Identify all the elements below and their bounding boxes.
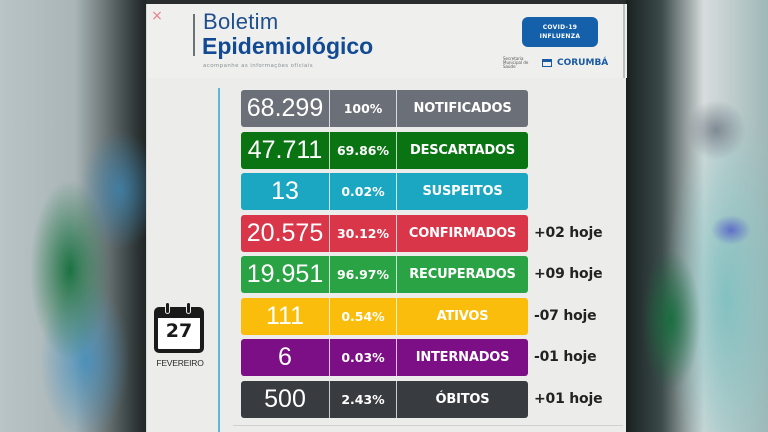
stat-label: SUSPEITOS bbox=[422, 184, 503, 199]
background-right bbox=[626, 0, 768, 432]
stat-percent: 0.54% bbox=[330, 297, 397, 335]
stat-label: RECUPERADOS bbox=[409, 267, 516, 282]
stat-value: 111 bbox=[241, 297, 330, 335]
stat-value: 500 bbox=[241, 380, 330, 418]
stat-label: DESCARTADOS bbox=[410, 142, 515, 158]
bottom-divider bbox=[233, 425, 623, 426]
stat-delta: -01 hoje bbox=[534, 349, 597, 365]
bulletin-header: × Boletim Epidemiológico acompanhe as in… bbox=[147, 4, 627, 78]
stat-label: INTERNADOS bbox=[415, 350, 510, 365]
stat-value: 47.711 bbox=[241, 131, 330, 169]
stat-row-obitos: 500 2.43% ÓBITOS +01 hoje bbox=[241, 380, 641, 418]
stat-delta: -07 hoje bbox=[534, 307, 597, 324]
date-display: 27 FEVEREIRO bbox=[153, 302, 207, 368]
stat-value: 6 bbox=[241, 339, 330, 376]
stat-row-confirmados: 20.575 30.12% CONFIRMADOS +02 hoje bbox=[241, 214, 641, 252]
city-hall-icon bbox=[542, 59, 552, 67]
stat-value: 20.575 bbox=[241, 214, 330, 252]
stats-table: 68.299 100% NOTIFICADOS 47.711 69.86% DE… bbox=[241, 90, 641, 422]
stat-label: NOTIFICADOS bbox=[413, 101, 512, 116]
stat-value: 19.951 bbox=[241, 256, 330, 293]
stat-percent: 30.12% bbox=[330, 214, 397, 252]
stat-row-suspeitos: 13 0.02% SUSPEITOS bbox=[241, 173, 641, 210]
stat-percent: 96.97% bbox=[330, 256, 397, 293]
secretaria-text: Secretaria Municipal de Saúde bbox=[503, 56, 529, 69]
background-left bbox=[0, 0, 150, 432]
subtitle: acompanhe as informações oficiais bbox=[203, 63, 314, 69]
stat-value: 13 bbox=[241, 173, 330, 210]
stat-row-ativos: 111 0.54% ATIVOS -07 hoje bbox=[241, 297, 641, 335]
stat-value: 68.299 bbox=[241, 90, 330, 127]
panel-top-border bbox=[146, 0, 626, 4]
covid-influenza-badge: COVID-19 INFLUENZA bbox=[522, 17, 598, 47]
stat-label: CONFIRMADOS bbox=[408, 225, 517, 241]
title-divider bbox=[193, 14, 195, 56]
vertical-divider bbox=[218, 88, 220, 432]
calendar-month: FEVEREIRO bbox=[156, 358, 204, 368]
stat-label: ÓBITOS bbox=[435, 391, 490, 407]
badge-line-2: INFLUENZA bbox=[539, 33, 581, 40]
stat-percent: 2.43% bbox=[330, 380, 397, 418]
calendar-icon: 27 bbox=[153, 302, 205, 354]
city-logo-text: CORUMBÁ bbox=[557, 58, 609, 68]
badge-line-1: COVID-19 bbox=[542, 24, 578, 31]
stat-label: ATIVOS bbox=[436, 308, 489, 324]
title-line-2: Epidemiológico bbox=[202, 33, 374, 59]
close-icon[interactable]: × bbox=[151, 8, 163, 24]
stat-row-descartados: 47.711 69.86% DESCARTADOS bbox=[241, 131, 641, 169]
stat-row-recuperados: 19.951 96.97% RECUPERADOS +09 hoje bbox=[241, 256, 641, 293]
stat-delta: +02 hoje bbox=[534, 224, 603, 241]
stat-percent: 100% bbox=[330, 90, 397, 127]
stat-row-notificados: 68.299 100% NOTIFICADOS bbox=[241, 90, 641, 127]
stat-percent: 0.02% bbox=[330, 173, 397, 210]
stat-percent: 69.86% bbox=[330, 131, 397, 169]
stat-delta: +01 hoje bbox=[534, 390, 603, 407]
title-line-1: Boletim bbox=[203, 9, 279, 34]
header-edge bbox=[623, 4, 625, 78]
stat-row-internados: 6 0.03% INTERNADOS -01 hoje bbox=[241, 339, 641, 376]
stat-percent: 0.03% bbox=[330, 339, 397, 376]
bulletin-panel: × Boletim Epidemiológico acompanhe as in… bbox=[146, 4, 627, 432]
calendar-day: 27 bbox=[165, 320, 193, 342]
stat-delta: +09 hoje bbox=[534, 266, 603, 282]
